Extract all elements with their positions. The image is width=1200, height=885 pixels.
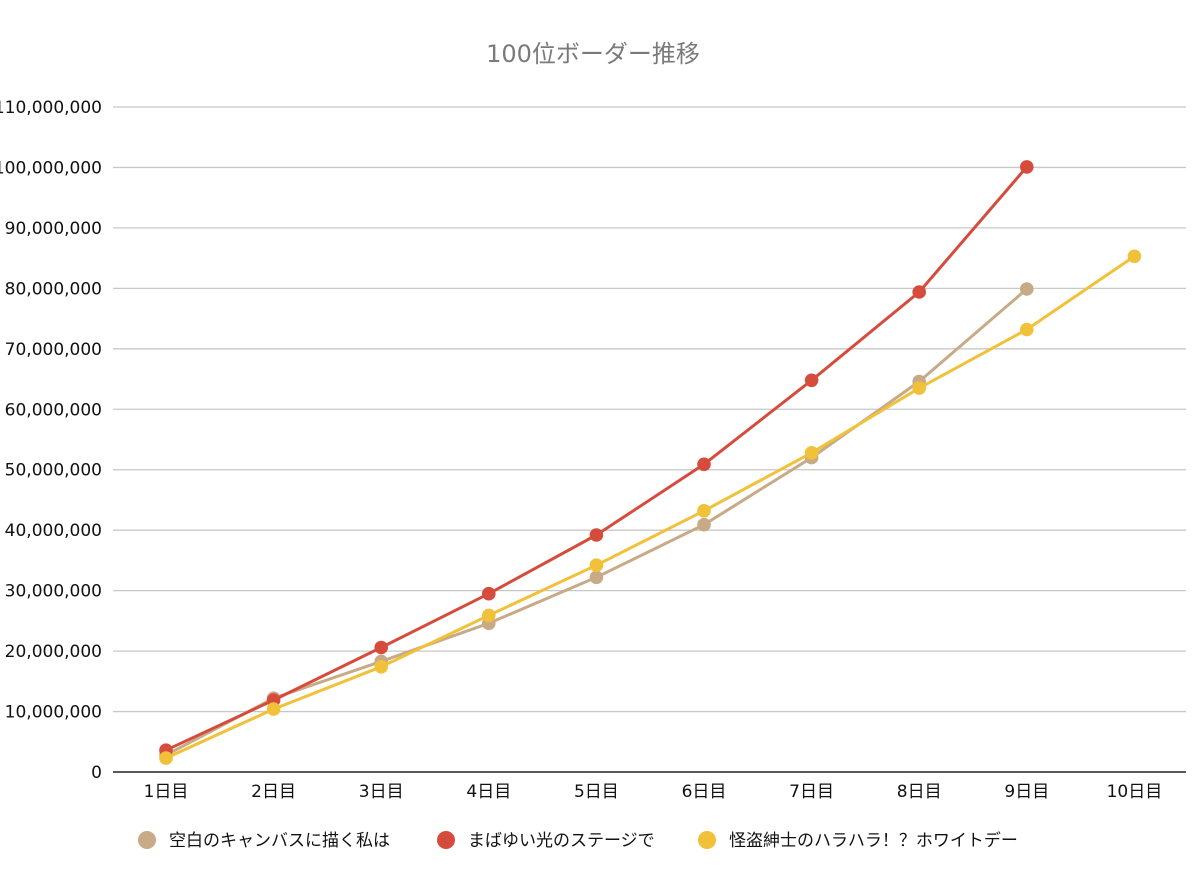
data-point [589, 570, 604, 585]
data-point [804, 373, 819, 388]
y-tick-label: 10,000,000 [5, 703, 102, 723]
series-3 [159, 249, 1142, 765]
data-point [589, 558, 604, 572]
y-tick-label: 110,000,000 [0, 98, 102, 118]
data-point [912, 381, 926, 395]
data-point [1020, 282, 1034, 296]
gridlines [113, 106, 1186, 713]
x-tick-label: 5日目 [574, 782, 619, 802]
y-tick-label: 80,000,000 [5, 279, 102, 299]
x-tick-label: 7日目 [789, 782, 834, 802]
data-point [374, 640, 389, 655]
data-point [697, 457, 711, 472]
x-tick-label: 2日目 [251, 782, 296, 802]
y-axis-ticks: 0 10,000,000 20,000,000 30,000,000 40,000,00… [0, 98, 102, 783]
y-tick-label: 90,000,000 [5, 219, 102, 239]
series-line [164, 287, 1029, 757]
data-point [1020, 160, 1034, 174]
x-tick-label: 3日目 [359, 782, 404, 802]
chart-title: 100位ボーダー推移 [486, 40, 700, 68]
y-tick-label: 20,000,000 [5, 642, 102, 662]
data-point [374, 660, 389, 674]
y-tick-label: 0 [91, 763, 102, 783]
series-line [164, 254, 1136, 760]
data-point [482, 608, 496, 623]
series-lines [159, 160, 1142, 765]
data-point [697, 504, 711, 518]
x-tick-label: 10日目 [1107, 782, 1163, 802]
x-tick-label: 9日目 [1004, 782, 1049, 802]
data-point [589, 528, 604, 542]
y-tick-label: 70,000,000 [5, 340, 102, 360]
data-point [1020, 322, 1034, 337]
x-axis-ticks: 1日目 2日目 3日目 4日目 5日目 6日目 7日目 8日目 9日目 10日目 [144, 782, 1163, 802]
legend: 空白のキャンバスに描く私は まばゆい光のステージで 怪盗紳士のハラハラ！？ホワイトデ… [138, 830, 1018, 851]
series-2 [159, 160, 1034, 757]
series-line [164, 165, 1029, 752]
y-tick-label: 30,000,000 [5, 582, 102, 602]
data-point [159, 751, 173, 765]
legend-label: まばゆい光のステージで [468, 831, 655, 851]
data-point [804, 446, 819, 460]
legend-label: 空白のキャンバスに描く私は [169, 831, 390, 851]
y-tick-label: 50,000,000 [5, 461, 102, 481]
x-tick-label: 6日目 [682, 782, 727, 802]
data-point [912, 285, 926, 299]
legend-marker [138, 831, 156, 849]
y-tick-label: 100,000,000 [0, 158, 102, 178]
data-point [266, 702, 281, 716]
x-tick-label: 1日目 [144, 782, 189, 802]
y-tick-label: 40,000,000 [5, 521, 102, 541]
x-tick-label: 4日目 [466, 782, 511, 802]
legend-marker [437, 831, 455, 849]
y-tick-label: 60,000,000 [5, 400, 102, 420]
legend-label: 怪盗紳士のハラハラ！？ホワイトデー [729, 830, 1018, 851]
data-point [482, 586, 496, 601]
legend-marker [698, 831, 716, 849]
data-point [697, 517, 711, 532]
data-point [1127, 249, 1142, 264]
x-tick-label: 8日目 [897, 782, 942, 802]
series-1 [159, 282, 1034, 762]
